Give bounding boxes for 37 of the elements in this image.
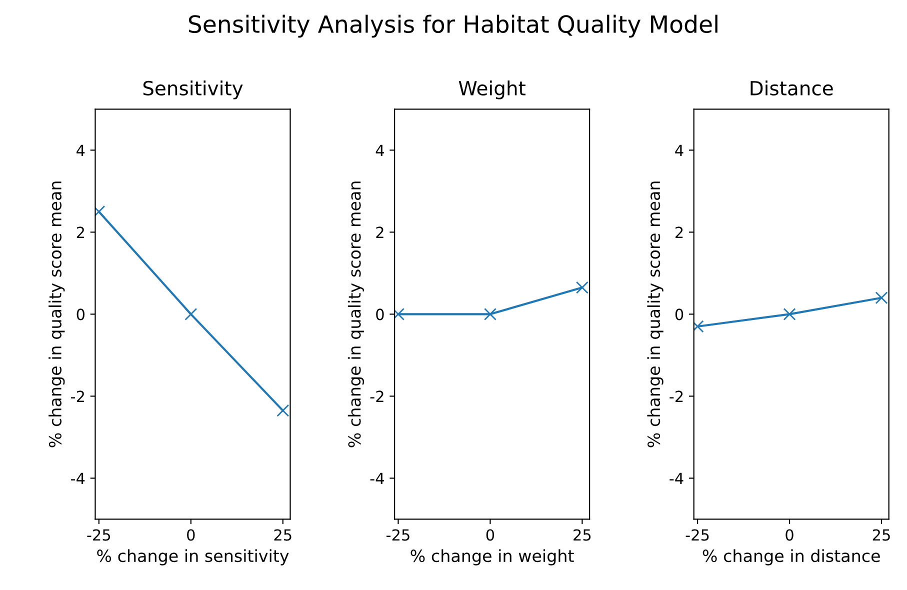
y-tick-label: -2 — [670, 390, 683, 402]
x-tick-label: -25 — [87, 529, 110, 541]
x-tick-label: 0 — [786, 529, 794, 541]
x-tick-label: 25 — [274, 529, 292, 541]
y-tick-label: -2 — [71, 390, 84, 402]
y-tick-label: 2 — [376, 226, 384, 238]
chart-title: Distance — [750, 80, 833, 96]
point — [276, 404, 290, 417]
y-axis-title: % change in quality score mean — [348, 182, 364, 448]
y-axis-title: % change in quality score mean — [647, 182, 664, 448]
y-tick-label: 0 — [675, 308, 684, 320]
y-tick-label: -4 — [670, 472, 684, 484]
x-tick-label: 25 — [872, 529, 890, 541]
x-tick-label: -25 — [686, 529, 709, 541]
x-tick-label: 25 — [574, 529, 591, 541]
x-axis-title: % change in sensitivity — [97, 549, 289, 566]
y-tick-label: -4 — [370, 472, 384, 484]
y-tick-label: 4 — [376, 144, 384, 156]
x-tick-label: 0 — [486, 529, 494, 541]
text: Sensitivity Analysis for Habitat Quality Model — [188, 14, 718, 38]
y-tick-label: 4 — [76, 144, 85, 156]
chart-title: Weight — [458, 80, 526, 100]
y-tick-label: 2 — [676, 226, 683, 238]
point — [783, 308, 796, 320]
y-tick-label: 0 — [76, 308, 84, 320]
y-tick-label: 4 — [675, 144, 684, 156]
x-tick-label: 0 — [187, 529, 195, 541]
y-tick-label: 2 — [76, 226, 84, 238]
x-axis-title: % change in distance — [702, 549, 880, 566]
point — [875, 292, 888, 304]
y-axis-title: % change in quality score mean — [48, 182, 65, 448]
y-tick-label: -4 — [71, 472, 85, 484]
y-tick-label: 0 — [376, 308, 384, 320]
chart-title: Sensitivity — [143, 80, 243, 100]
x-tick-label: -25 — [386, 529, 410, 541]
x-axis-title: % change in weight — [410, 549, 574, 566]
y-tick-label: -2 — [370, 390, 384, 402]
